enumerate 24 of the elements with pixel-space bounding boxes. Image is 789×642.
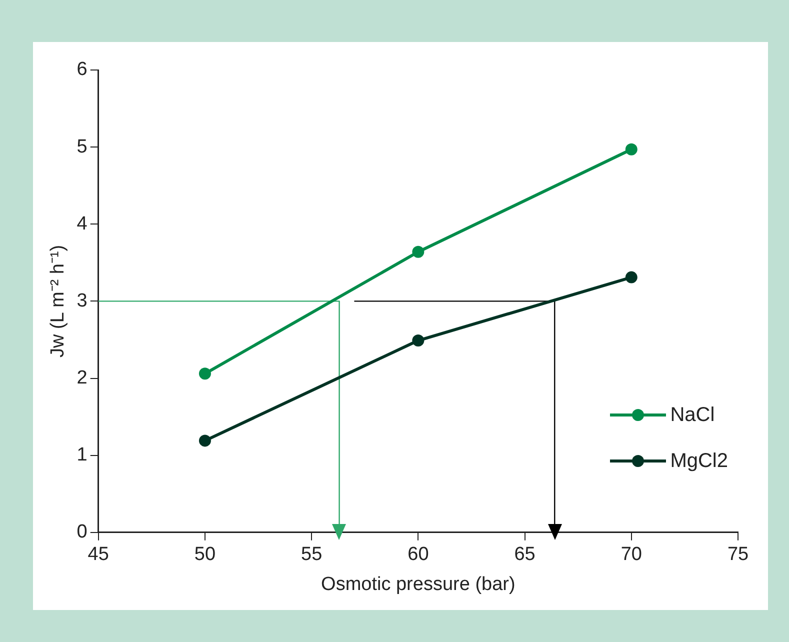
point <box>198 368 211 380</box>
x-tick-label: 60 <box>408 544 429 566</box>
x-tick-label: 65 <box>514 544 536 566</box>
x-tick-label: 55 <box>301 544 322 566</box>
y-tick-label: 0 <box>76 522 88 543</box>
point <box>198 434 211 447</box>
y-tick-label: 5 <box>76 136 88 158</box>
y-tick-label: 6 <box>76 59 88 80</box>
y-axis-title: Jw (L m⁻² h⁻¹) <box>48 244 69 358</box>
y-tick-label: 2 <box>76 368 88 388</box>
legend-label: MgCl2 <box>670 450 728 472</box>
x-tick-label: 75 <box>727 544 749 566</box>
point <box>412 246 424 258</box>
y-tick-label: 1 <box>76 444 88 466</box>
legend-label: NaCl <box>670 404 715 426</box>
x-tick-label: 45 <box>88 544 109 566</box>
point <box>412 334 424 347</box>
point <box>625 143 638 156</box>
point <box>625 271 638 284</box>
x-tick-label: 50 <box>194 544 216 566</box>
x-tick-label: 70 <box>620 544 642 566</box>
y-tick-label: 4 <box>76 213 88 234</box>
x-axis-title: Osmotic pressure (bar) <box>321 574 516 595</box>
y-tick-label: 3 <box>76 290 88 312</box>
